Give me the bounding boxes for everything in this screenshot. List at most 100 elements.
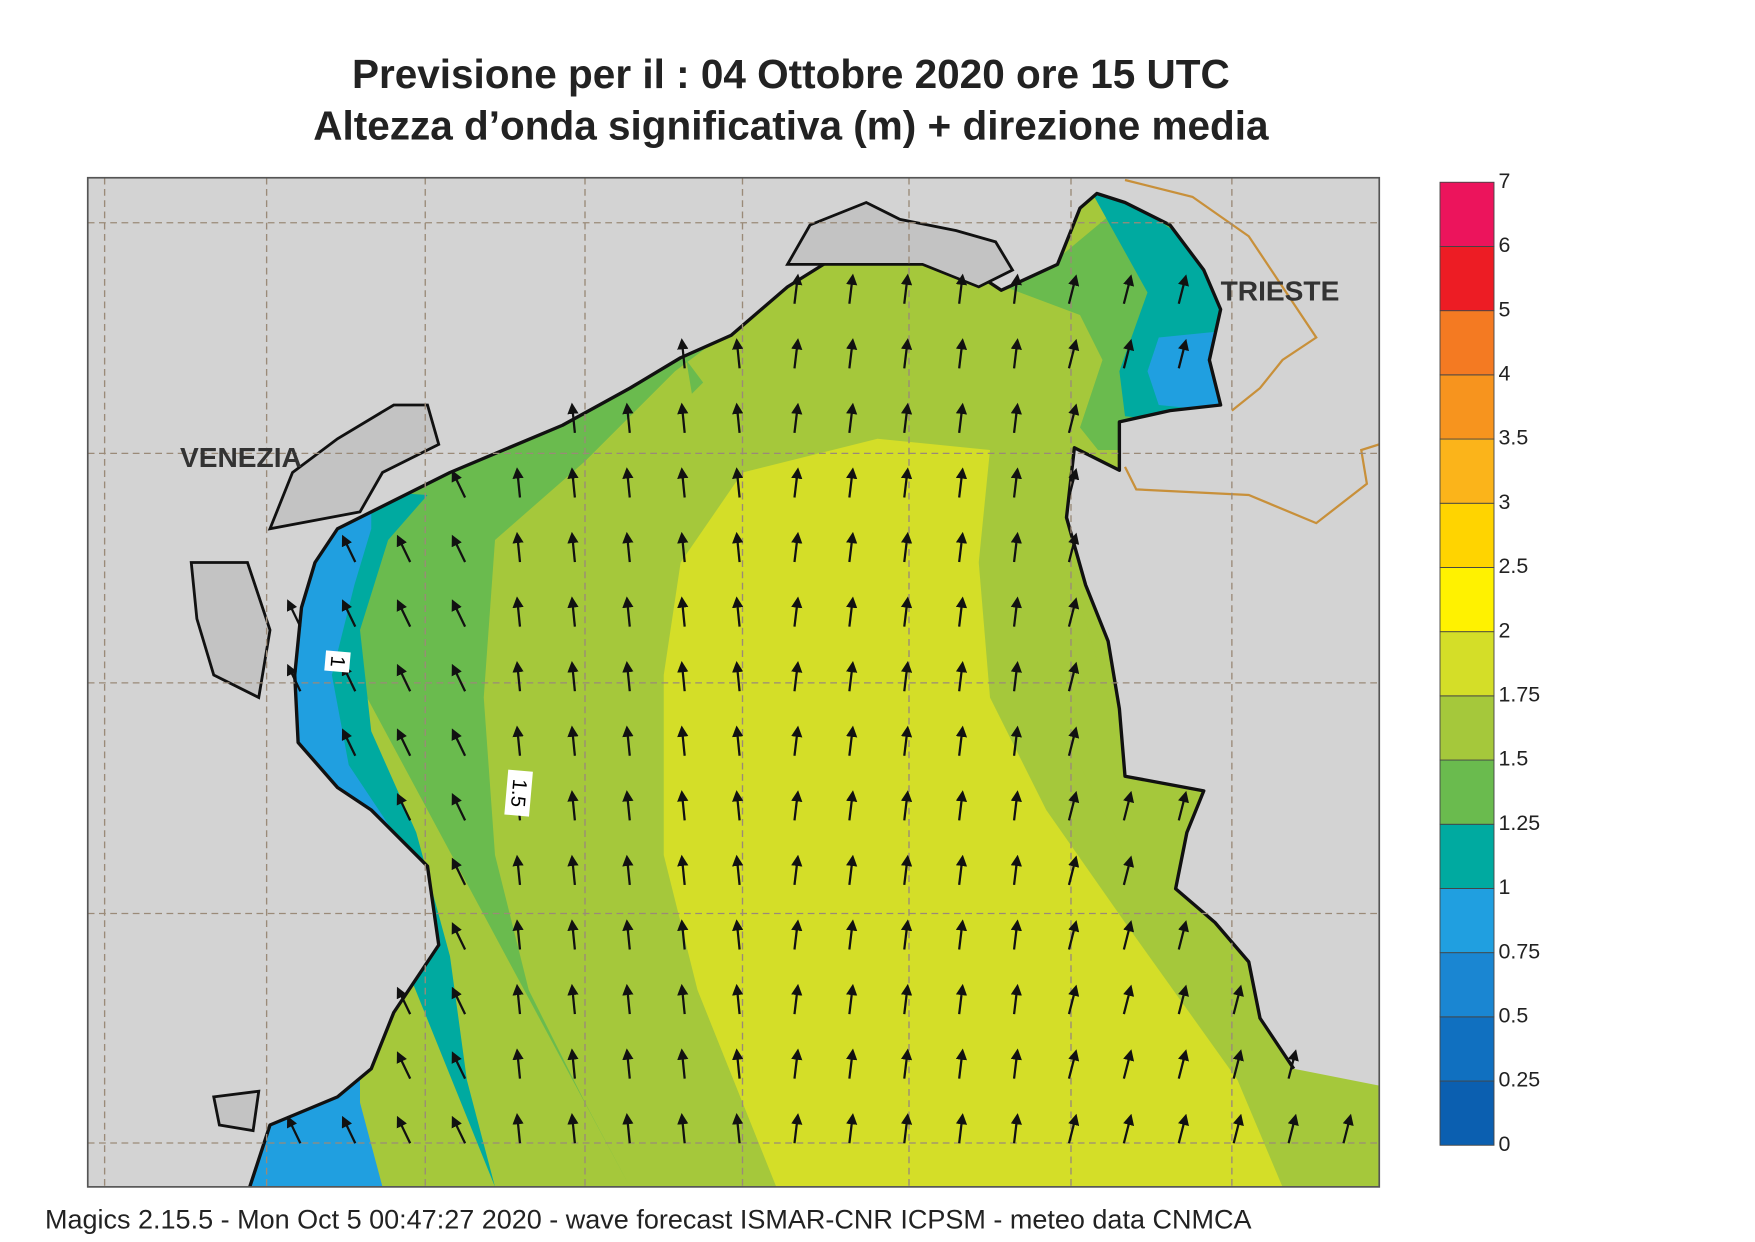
arrow bbox=[512, 467, 524, 498]
arrow bbox=[955, 790, 968, 821]
arrow bbox=[846, 725, 858, 756]
arrow bbox=[512, 983, 524, 1015]
arrow bbox=[567, 402, 579, 434]
arrow bbox=[1010, 983, 1022, 1015]
arrow bbox=[1067, 1113, 1080, 1144]
arrow bbox=[1177, 790, 1189, 821]
colorbar-band bbox=[1439, 374, 1495, 440]
arrow bbox=[955, 725, 968, 756]
arrow bbox=[955, 1113, 968, 1144]
arrow bbox=[1177, 920, 1189, 950]
arrow bbox=[1122, 1113, 1135, 1144]
arrow bbox=[396, 986, 412, 1015]
arrow bbox=[732, 854, 744, 886]
arrow bbox=[1010, 338, 1022, 369]
arrow bbox=[791, 596, 803, 627]
arrow bbox=[677, 1048, 689, 1079]
arrow bbox=[677, 402, 689, 434]
arrow bbox=[732, 467, 744, 498]
colorbar-band bbox=[1439, 759, 1495, 825]
arrow bbox=[1287, 1049, 1299, 1079]
arrow bbox=[396, 663, 412, 692]
arrow bbox=[286, 1115, 302, 1144]
arrow bbox=[677, 660, 689, 692]
islands-lagoons bbox=[189, 200, 1015, 1133]
arrow bbox=[1232, 1113, 1244, 1144]
arrow bbox=[900, 919, 913, 950]
arrow bbox=[1010, 854, 1022, 886]
colorbar-label: 2 bbox=[1499, 618, 1511, 642]
arrow bbox=[677, 531, 689, 563]
colorbar-band bbox=[1439, 952, 1495, 1018]
arrow bbox=[846, 1048, 858, 1079]
arrow bbox=[1010, 402, 1022, 434]
arrow bbox=[1122, 984, 1135, 1015]
arrow bbox=[451, 534, 467, 563]
arrow bbox=[1010, 1048, 1022, 1079]
arrow bbox=[846, 402, 858, 434]
colorbar-band bbox=[1439, 823, 1495, 889]
arrow bbox=[512, 596, 524, 627]
arrow bbox=[677, 790, 689, 821]
arrow bbox=[451, 599, 467, 628]
arrow bbox=[677, 854, 689, 886]
arrow bbox=[900, 531, 913, 563]
arrow bbox=[791, 983, 803, 1015]
arrow bbox=[341, 534, 357, 563]
arrow bbox=[677, 983, 689, 1015]
colorbar-label: 3 bbox=[1499, 490, 1511, 514]
arrow bbox=[846, 596, 858, 627]
arrow bbox=[622, 467, 634, 498]
arrow bbox=[1122, 855, 1135, 886]
arrow bbox=[341, 663, 357, 692]
arrow bbox=[955, 983, 968, 1015]
arrow bbox=[451, 1115, 467, 1144]
arrow bbox=[567, 1048, 579, 1079]
arrow bbox=[1067, 274, 1080, 305]
colorbar-label: 0.25 bbox=[1499, 1068, 1541, 1092]
arrow bbox=[451, 1051, 467, 1080]
arrow bbox=[1067, 920, 1080, 950]
arrow bbox=[1010, 919, 1022, 950]
arrow bbox=[512, 919, 524, 950]
arrow bbox=[846, 338, 858, 369]
arrow bbox=[900, 983, 913, 1015]
colorbar-band bbox=[1439, 438, 1495, 504]
arrow bbox=[791, 1113, 803, 1144]
arrow bbox=[1067, 597, 1080, 627]
arrow bbox=[955, 661, 968, 692]
colorbar-label: 1.75 bbox=[1499, 682, 1541, 706]
arrow bbox=[732, 983, 744, 1015]
title-line-1: Previsione per il : 04 Ottobre 2020 ore … bbox=[352, 51, 1230, 97]
arrow bbox=[451, 986, 467, 1015]
arrow bbox=[1122, 338, 1135, 369]
title-line-2: Altezza d’onda significativa (m) + direz… bbox=[313, 103, 1269, 149]
arrow bbox=[622, 983, 634, 1015]
arrow bbox=[1177, 274, 1189, 305]
colorbar-label: 0.75 bbox=[1499, 939, 1541, 963]
arrow bbox=[451, 470, 467, 498]
colorbar-label: 5 bbox=[1499, 297, 1511, 321]
arrow bbox=[900, 338, 913, 369]
arrow bbox=[341, 728, 357, 757]
arrow bbox=[567, 983, 579, 1015]
arrow bbox=[1067, 468, 1080, 498]
arrow bbox=[955, 402, 968, 434]
arrow bbox=[900, 854, 913, 886]
arrow bbox=[677, 596, 689, 627]
arrow bbox=[955, 596, 968, 627]
arrow bbox=[677, 919, 689, 950]
wave-direction-arrows bbox=[286, 273, 1354, 1144]
arrow bbox=[1287, 1113, 1299, 1144]
arrow bbox=[622, 1113, 634, 1144]
arrow bbox=[622, 854, 634, 886]
arrow bbox=[846, 661, 858, 692]
colorbar-label: 3.5 bbox=[1499, 426, 1529, 450]
arrow bbox=[732, 919, 744, 950]
colorbar-label: 4 bbox=[1499, 361, 1511, 385]
arrow bbox=[1067, 661, 1080, 692]
colorbar-label: 1.25 bbox=[1499, 811, 1541, 835]
arrow bbox=[732, 531, 744, 563]
arrow bbox=[622, 596, 634, 627]
